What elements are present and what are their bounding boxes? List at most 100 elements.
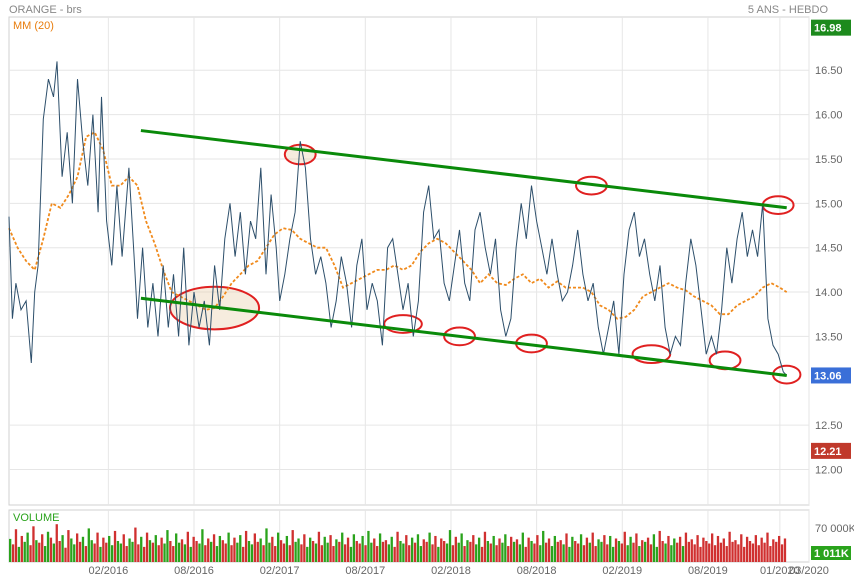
volume-bar	[710, 533, 714, 562]
volume-bar	[766, 532, 769, 562]
volume-bar	[448, 530, 452, 562]
volume-bar	[131, 541, 134, 562]
volume-bar	[49, 537, 53, 562]
volume-bar	[81, 536, 85, 562]
volume-bar	[775, 541, 778, 562]
price-line	[8, 61, 788, 376]
volume-bar	[609, 535, 612, 562]
volume-bar	[99, 546, 102, 562]
volume-bar	[396, 531, 399, 562]
volume-bar	[198, 543, 201, 562]
volume-bar	[565, 533, 568, 562]
volume-bar	[335, 539, 338, 562]
volume-bar	[646, 537, 650, 562]
volume-bar	[242, 546, 245, 562]
volume-bar	[390, 536, 393, 562]
volume-bar	[227, 532, 230, 562]
volume-bar	[734, 540, 737, 562]
volume-bar	[475, 544, 478, 562]
volume-bar	[256, 541, 259, 562]
volume-bar	[629, 536, 632, 562]
volume-bar	[405, 535, 408, 562]
volume-bar	[349, 546, 353, 562]
volume-bar	[14, 529, 18, 562]
volume-bar	[204, 545, 207, 562]
volume-bar	[553, 535, 557, 562]
volume-bar	[536, 535, 539, 562]
volume-bar	[361, 535, 364, 562]
volume-bar	[35, 540, 38, 562]
volume-bar	[323, 536, 326, 562]
volume-bar	[489, 543, 492, 562]
x-tick-label: 02/2018	[431, 565, 471, 577]
volume-bar	[78, 541, 82, 562]
volume-bar	[678, 536, 682, 562]
volume-bar	[268, 542, 271, 562]
volume-bar	[684, 532, 688, 562]
volume-bar	[215, 546, 219, 562]
volume-bar	[160, 537, 163, 562]
volume-bar	[495, 545, 498, 562]
volume-bar	[702, 537, 705, 562]
volume-bar	[594, 546, 597, 562]
x-tick-label: 03/2020	[789, 565, 829, 577]
y-tick-label: 15.00	[815, 198, 843, 210]
volume-bar	[413, 542, 417, 562]
volume-bar	[87, 528, 90, 562]
volume-bar	[579, 534, 583, 562]
volume-bar	[696, 535, 699, 562]
volume-bar	[652, 534, 656, 562]
volume-bar	[577, 543, 580, 562]
volume-bar	[387, 544, 390, 562]
volume-bar	[533, 543, 536, 562]
moving-average-line	[8, 131, 788, 320]
volume-bar	[547, 538, 551, 562]
volume-bar	[43, 546, 47, 562]
volume-bar	[145, 532, 149, 562]
volume-bar	[582, 545, 586, 562]
volume-bar	[542, 530, 545, 562]
volume-bar	[288, 545, 291, 562]
volume-bar	[70, 538, 73, 562]
volume-bar	[180, 539, 184, 562]
volume-bar	[341, 532, 344, 562]
volume-bar	[416, 534, 420, 562]
volume-bar	[460, 533, 463, 562]
volume-bar	[731, 541, 734, 562]
volume-bar	[11, 544, 15, 562]
volume-bar	[384, 540, 388, 562]
volume-bar	[527, 537, 530, 562]
volume-bar	[320, 545, 323, 562]
y-tick-label: 16.00	[815, 110, 843, 122]
volume-bar	[90, 540, 93, 562]
volume-bar	[271, 536, 274, 562]
y-tick-label: 15.50	[815, 154, 843, 166]
channel-line-resistance	[140, 129, 787, 210]
volume-bar	[300, 544, 303, 562]
volume-bar	[294, 541, 297, 562]
y-tick-label: 13.50	[815, 331, 843, 343]
volume-bar	[282, 543, 286, 562]
volume-bar	[751, 543, 755, 562]
volume-bar	[556, 541, 559, 562]
channel-line-support	[140, 296, 787, 377]
volume-bar	[381, 541, 385, 562]
volume-bar	[20, 535, 23, 562]
volume-bar	[443, 541, 446, 562]
volume-bar	[772, 539, 775, 562]
volume-bar	[434, 535, 437, 562]
volume-bar	[250, 544, 254, 562]
volume-bar	[169, 541, 172, 562]
volume-badge-label: 1 011K	[814, 548, 849, 560]
volume-bar	[113, 530, 117, 562]
price-badge-label: 13.06	[814, 370, 842, 382]
volume-bar	[445, 543, 449, 562]
volume-bar	[673, 538, 676, 562]
volume-bar	[212, 534, 216, 562]
volume-bar	[192, 536, 195, 562]
volume-bar	[125, 546, 128, 562]
volume-bar	[224, 543, 227, 562]
y-tick-label: 12.50	[815, 420, 843, 432]
volume-bar	[233, 537, 236, 562]
volume-bar	[364, 545, 367, 562]
